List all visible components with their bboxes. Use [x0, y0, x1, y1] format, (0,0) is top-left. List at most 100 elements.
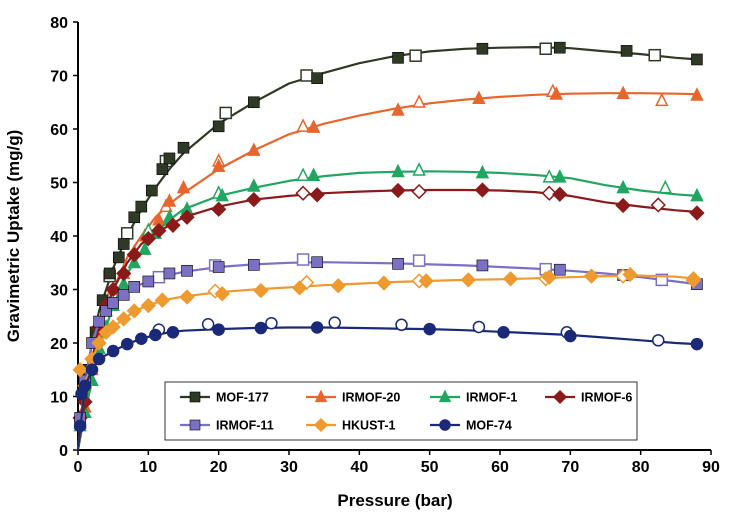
- data-point-open: [300, 69, 313, 82]
- x-tick-label: 80: [632, 459, 650, 476]
- legend-swatch-marker: [439, 419, 451, 431]
- data-point: [212, 261, 225, 273]
- data-point: [140, 297, 156, 314]
- legend-swatch-marker: [189, 391, 201, 403]
- data-point: [306, 119, 321, 133]
- data-point-open: [265, 316, 278, 330]
- data-point: [549, 86, 563, 100]
- data-point: [85, 363, 99, 376]
- data-point: [553, 263, 566, 276]
- data-point: [615, 197, 631, 214]
- data-point: [179, 209, 195, 225]
- data-point: [689, 205, 705, 221]
- data-point: [690, 87, 704, 101]
- data-point: [391, 102, 405, 116]
- data-point: [93, 315, 105, 328]
- data-point-open: [296, 167, 310, 182]
- y-tick-label: 30: [50, 283, 68, 300]
- data-point-open: [219, 106, 232, 120]
- data-point: [502, 271, 519, 287]
- series-mof-177: [74, 41, 703, 451]
- x-tick-label: 90: [702, 459, 720, 476]
- data-point: [497, 326, 510, 339]
- data-point: [311, 72, 323, 84]
- data-point: [583, 268, 600, 284]
- series-mof-74: [73, 316, 704, 451]
- data-point-open: [650, 197, 666, 213]
- data-point: [254, 321, 268, 335]
- data-point: [291, 280, 308, 296]
- data-point: [247, 178, 261, 192]
- legend-label: MOF-177: [216, 391, 269, 405]
- data-point-open: [328, 316, 341, 329]
- data-point-open: [542, 169, 556, 183]
- data-point-open: [296, 118, 310, 132]
- legend-item: IRMOF-6: [545, 389, 632, 405]
- data-point: [107, 297, 119, 309]
- data-point-open: [648, 48, 661, 62]
- data-point: [690, 187, 704, 202]
- data-point: [376, 275, 392, 291]
- data-point: [553, 41, 566, 54]
- data-point: [105, 319, 121, 335]
- data-point: [212, 120, 225, 133]
- y-tick-label: 0: [59, 443, 68, 460]
- data-point: [135, 332, 148, 345]
- data-point: [392, 258, 404, 270]
- legend-item: IRMOF-20: [306, 389, 400, 405]
- x-tick-label: 0: [74, 459, 83, 476]
- data-point: [330, 278, 346, 294]
- data-point-open: [152, 270, 166, 284]
- data-point: [309, 187, 325, 203]
- data-point: [165, 217, 181, 233]
- data-point: [248, 259, 260, 271]
- data-point: [215, 187, 229, 202]
- x-tick-label: 60: [491, 459, 509, 476]
- data-point: [246, 191, 262, 208]
- legend-swatch-marker: [313, 417, 329, 433]
- data-point: [311, 256, 323, 269]
- data-point: [91, 335, 107, 351]
- data-point: [685, 271, 702, 287]
- data-point-open: [655, 273, 669, 287]
- data-point: [177, 141, 190, 154]
- legend-item: HKUST-1: [306, 417, 396, 433]
- data-point: [117, 276, 131, 290]
- data-point: [691, 53, 703, 66]
- data-point: [476, 42, 489, 55]
- axes: 0 10 20 30 40 50 60 70 80 90 0 10 20 30 40 50 60 70 80: [50, 15, 720, 476]
- data-point-open: [412, 162, 426, 176]
- legend: MOF-177 IRMOF-20 IRMOF-1 IRMOF-6 IRMOF-11 HKU…: [164, 381, 638, 441]
- data-point-open: [295, 185, 311, 201]
- data-point: [166, 326, 180, 339]
- data-point: [128, 281, 141, 293]
- data-point-open: [655, 92, 669, 107]
- legend-label: IRMOF-20: [342, 391, 400, 405]
- data-point: [620, 45, 633, 57]
- data-point: [418, 273, 434, 289]
- data-point: [142, 275, 155, 288]
- data-point: [92, 352, 106, 366]
- y-tick-label: 10: [50, 390, 68, 407]
- data-point: [423, 322, 436, 336]
- data-point-open: [539, 42, 552, 55]
- data-point: [474, 182, 491, 198]
- x-axis-title: Pressure (bar): [337, 491, 452, 510]
- data-point: [564, 329, 577, 343]
- data-point: [616, 85, 630, 100]
- data-point: [310, 321, 324, 334]
- data-point: [176, 179, 191, 194]
- data-point: [214, 286, 230, 302]
- y-tick-label: 70: [50, 69, 68, 86]
- data-point: [126, 247, 142, 263]
- legend-label: IRMOF-11: [216, 419, 274, 433]
- data-point: [616, 179, 630, 194]
- legend-label: IRMOF-1: [466, 391, 517, 405]
- data-point: [151, 222, 167, 239]
- legend-label: IRMOF-6: [581, 391, 632, 405]
- data-point: [72, 362, 88, 378]
- data-point: [140, 231, 156, 247]
- data-point-open: [120, 227, 134, 240]
- data-point: [162, 193, 177, 207]
- data-point: [690, 337, 704, 351]
